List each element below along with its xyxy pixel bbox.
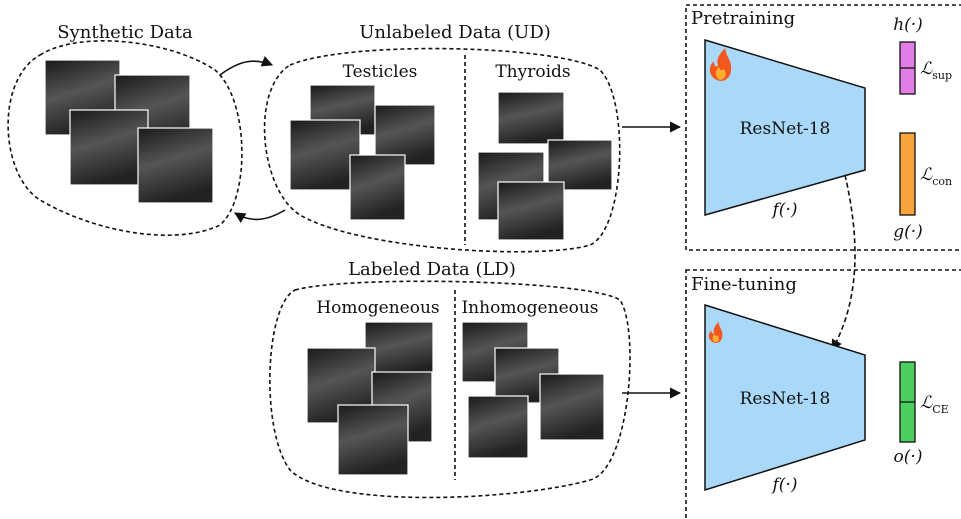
loss-label: ℒsup [920,59,952,82]
loss-subscript: con [932,175,952,188]
group-label: Thyroids [495,62,570,82]
head-g [900,133,915,215]
loss-subscript: sup [932,69,952,82]
title: Unlabeled Data (UD) [359,22,551,43]
function-label: h(·) [893,15,923,35]
loss-label: ℒCE [920,393,949,416]
ultrasound-image [338,405,408,475]
ultrasound-image [498,92,564,144]
function-label: f(·) [771,475,798,495]
panel-title: Pretraining [691,8,795,29]
arrow [832,175,855,350]
title: Synthetic Data [57,22,193,43]
arrow [220,61,272,75]
function-label: f(·) [771,200,798,220]
ultrasound-image [468,396,528,458]
arrow [235,210,285,219]
loss-symbol: ℒ [920,165,933,185]
loss-subscript: CE [932,403,948,416]
function-label: o(·) [894,447,923,467]
panel-title: Fine-tuning [691,274,797,295]
backbone-label: ResNet-18 [740,119,831,139]
function-label: g(·) [893,222,923,242]
loss-label: ℒcon [920,165,952,188]
ultrasound-image [540,374,604,440]
ultrasound-image [350,155,405,220]
group-label: Testicles [343,62,418,82]
backbone-label: ResNet-18 [740,389,831,409]
diagram: Synthetic Data Unlabeled Data (UD) Testi… [0,0,961,519]
group-label: Inhomogeneous [461,298,598,318]
group-label: Homogeneous [316,298,439,318]
ultrasound-image [498,182,564,240]
loss-symbol: ℒ [920,59,933,79]
ultrasound-image [138,128,213,203]
ultrasound-image [70,110,148,185]
title: Labeled Data (LD) [348,259,516,280]
loss-symbol: ℒ [920,393,933,413]
